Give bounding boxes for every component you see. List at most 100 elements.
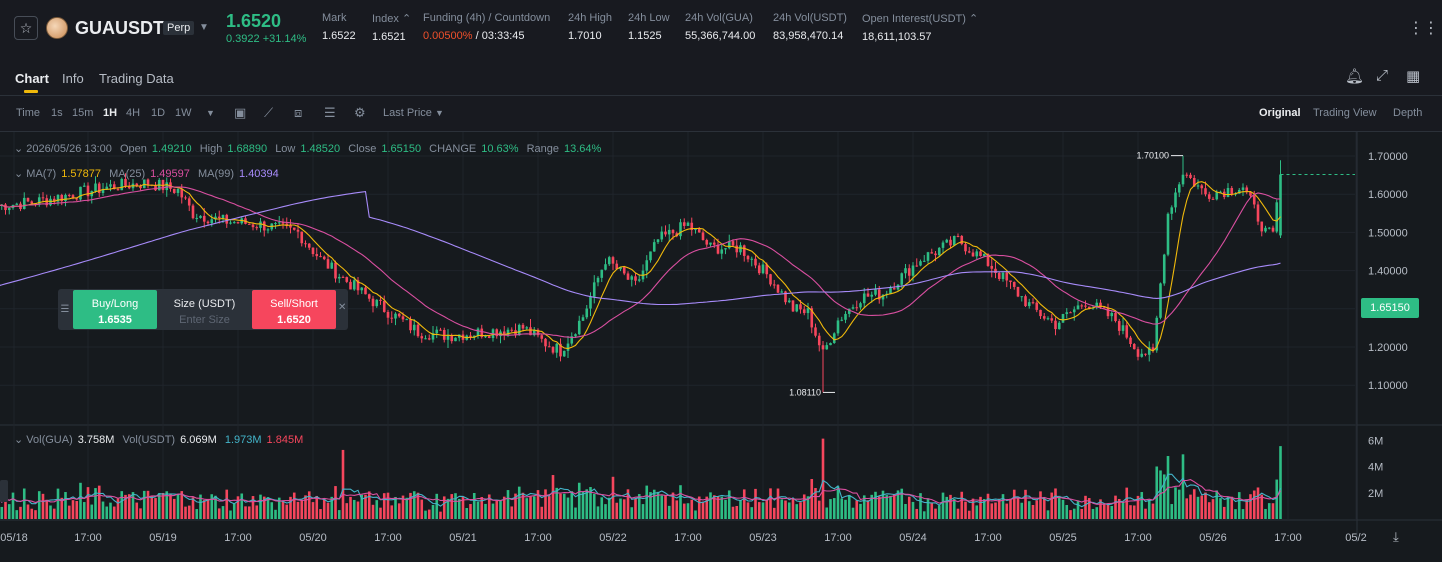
interval-15m[interactable]: 15m [72, 107, 94, 119]
volume-bar [499, 499, 502, 519]
candle-body [300, 231, 304, 244]
price-change: 0.3922 +31.14% [226, 33, 307, 45]
volume-bar [889, 495, 892, 519]
price-axis-label: 1.10000 [1368, 380, 1408, 392]
interval-4h[interactable]: 4H [126, 107, 141, 119]
candle-body [7, 207, 11, 211]
interval-1h[interactable]: 1H [103, 107, 118, 119]
interval-1d[interactable]: 1D [151, 107, 166, 119]
time-axis-label: 17:00 [524, 532, 552, 544]
volume-bar [232, 503, 236, 519]
settings-icon[interactable]: ⚙ [354, 105, 366, 120]
chart-toolbar: Time 1s 15m 1H 4H 1D 1W ▼ ▣ ⟋ ⧈ ☰ ⚙ Last… [0, 96, 1442, 132]
candlestick-chart[interactable]: 1.700001.600001.500001.400001.300001.200… [0, 132, 1442, 562]
candle-body [1177, 184, 1181, 193]
candle-body [52, 198, 56, 202]
ticker-bar: ☆ GUAUSDT Perp ▼ 1.6520 0.3922 +31.14% M… [0, 0, 1442, 56]
volume-bar [1057, 495, 1061, 519]
tab-trading-data[interactable]: Trading Data [99, 71, 174, 86]
candle-body [431, 333, 435, 340]
expand-icon[interactable]: ⤢ [1376, 67, 1389, 84]
volume-bar [919, 493, 922, 519]
volume-bar [806, 496, 810, 519]
price-type-select[interactable]: Last Price ▼ [383, 107, 444, 119]
interval-1w[interactable]: 1W [175, 107, 192, 119]
view-original[interactable]: Original [1259, 107, 1301, 119]
stat-index[interactable]: Index ⌃ 1.6521 [372, 12, 411, 43]
candle-body [1050, 318, 1054, 321]
volume-bar [997, 498, 1001, 519]
template-icon[interactable]: ☰ [324, 105, 336, 120]
ma-info: ⌄ MA(7) 1.57877 MA(25) 1.49597 MA(99) 1.403… [14, 167, 284, 180]
indicator-icon[interactable]: ⧈ [294, 105, 303, 120]
volume-bar [577, 482, 581, 519]
volume-bar [529, 496, 532, 519]
grid-icon[interactable]: ▦ [1406, 68, 1421, 85]
vol-gua-value: 3.758M [77, 434, 115, 446]
candle-body [274, 223, 277, 225]
candle-body [1267, 227, 1271, 229]
candle-body [1144, 353, 1147, 355]
close-icon[interactable]: ✕ [338, 302, 347, 313]
buy-long-button[interactable]: Buy/Long 1.6535 [73, 290, 157, 329]
candle-body [109, 184, 112, 187]
tab-chart[interactable]: Chart [15, 71, 49, 86]
tab-info[interactable]: Info [62, 71, 84, 86]
chart-area[interactable]: 1.700001.600001.500001.400001.300001.200… [0, 132, 1442, 562]
candle-body [832, 333, 836, 343]
drag-handle-icon[interactable]: ☰ [60, 304, 70, 315]
open-label: Open [119, 143, 147, 155]
bell-icon[interactable]: 🔔︎ [1345, 68, 1365, 85]
volume-bar [30, 508, 34, 519]
stat-open-interest[interactable]: Open Interest(USDT) ⌃ 18,611,103.57 [862, 12, 978, 43]
star-icon[interactable]: ☆ [14, 16, 38, 40]
stat-mark: Mark 1.6522 [322, 12, 356, 42]
candle-body [810, 308, 814, 328]
volume-bar [776, 488, 780, 519]
candle-body [870, 294, 874, 297]
volume-bar [510, 506, 514, 519]
calendar-icon[interactable]: ▣ [234, 105, 247, 120]
volume-bar [169, 494, 172, 519]
volume-bar [1069, 510, 1072, 519]
volume-bar [559, 493, 562, 519]
volume-bar [630, 507, 634, 519]
volume-bar [604, 504, 607, 519]
candle-body [529, 327, 532, 336]
volume-bar [1189, 494, 1192, 519]
interval-caret-icon[interactable]: ▼ [206, 108, 215, 118]
ma25-value: 1.49597 [150, 168, 190, 180]
volume-bar [439, 511, 442, 519]
volume-bar [885, 495, 889, 519]
size-input[interactable]: Size (USDT) Enter Size [158, 290, 251, 329]
chart-icon[interactable]: ⟋ [264, 105, 274, 120]
coin-logo [46, 17, 68, 39]
candle-body [829, 342, 832, 346]
candle-body [146, 179, 150, 185]
view-trading-view[interactable]: Trading View [1313, 107, 1377, 119]
collapse-icon[interactable]: ⌄ [14, 434, 24, 446]
symbol-name[interactable]: GUAUSDT [75, 18, 164, 38]
volume-bar [221, 506, 225, 519]
candle-body [341, 276, 345, 278]
volume-bar [1027, 501, 1031, 519]
volume-bar [461, 497, 465, 519]
caret-down-icon[interactable]: ▼ [199, 22, 209, 33]
volume-bar [37, 491, 41, 519]
stat-label: Index ⌃ [372, 13, 412, 25]
collapse-icon[interactable]: ⌄ [14, 168, 24, 180]
candle-body [502, 331, 506, 336]
volume-bar [720, 496, 724, 519]
volume-bar [326, 502, 330, 519]
volume-bar [904, 504, 907, 519]
sell-short-button[interactable]: Sell/Short 1.6520 [252, 290, 336, 329]
collapse-icon[interactable]: ⌄ [14, 143, 24, 155]
volume-bar [990, 503, 994, 519]
view-depth[interactable]: Depth [1393, 107, 1423, 119]
volume-bar [514, 493, 517, 519]
volume-bar [877, 496, 881, 519]
more-icon[interactable]: ⋮⋮ [1408, 20, 1439, 37]
candle-body [495, 329, 499, 337]
change-value: 10.63% [481, 143, 519, 155]
interval-1s[interactable]: 1s [51, 107, 63, 119]
